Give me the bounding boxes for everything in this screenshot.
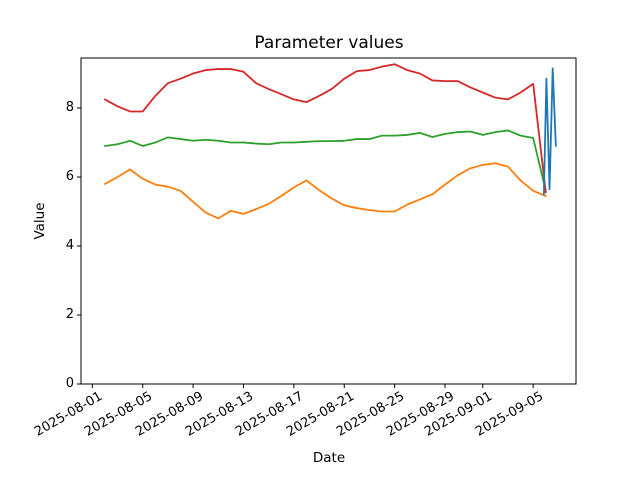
x-axis-label: Date <box>312 450 346 466</box>
chart-title: Parameter values <box>254 33 404 53</box>
y-tick-label: 2 <box>65 307 74 322</box>
axes-frame <box>80 57 577 385</box>
blue-series-line <box>542 67 557 196</box>
y-tick-label: 4 <box>65 238 74 253</box>
green-series-line <box>104 129 547 192</box>
y-axis-label: Value <box>32 202 48 240</box>
orange-series-line <box>104 162 547 220</box>
y-tick-label: 8 <box>65 100 74 116</box>
y-tick-label: 0 <box>65 376 74 391</box>
red-series-line <box>104 63 547 194</box>
y-tick-label: 6 <box>65 169 74 185</box>
